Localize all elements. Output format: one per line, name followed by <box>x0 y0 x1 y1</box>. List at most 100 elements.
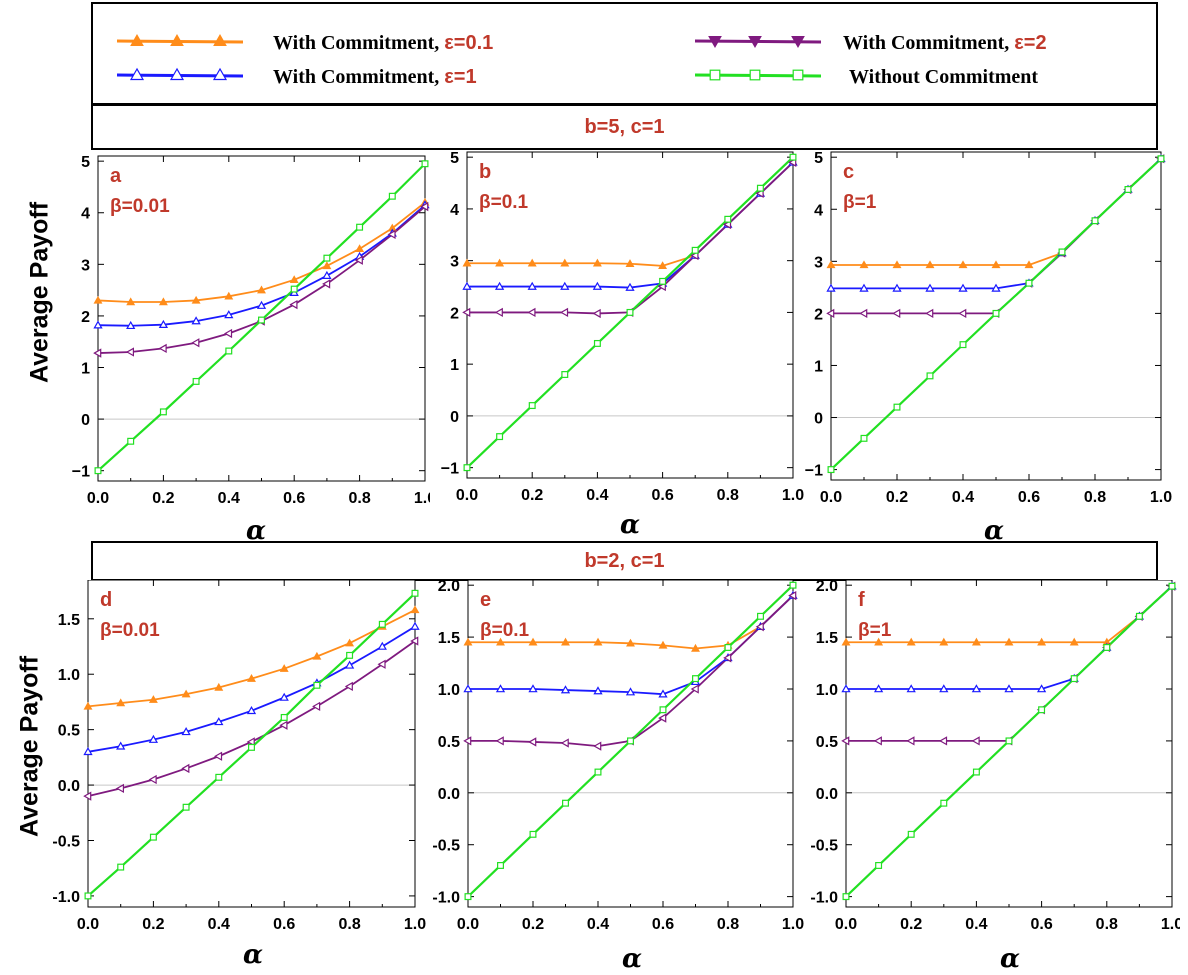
data-point <box>84 892 92 900</box>
data-point <box>192 377 200 385</box>
legend: With Commitment, ε=0.1 With Commitment, … <box>91 2 1158 105</box>
data-point <box>246 705 257 715</box>
data-point <box>280 713 288 721</box>
x-tick-label: 0.2 <box>142 916 164 933</box>
data-point <box>462 281 472 290</box>
legend-label-prefix: Without Commitment <box>849 66 1039 88</box>
y-tick-label: 3 <box>81 257 90 274</box>
data-point <box>388 192 396 200</box>
data-point <box>906 684 916 693</box>
data-point <box>1091 217 1099 225</box>
x-tick-label: 1.0 <box>404 916 426 933</box>
x-tick-label: 0.2 <box>522 916 544 933</box>
data-point <box>496 637 505 646</box>
data-point <box>224 291 234 300</box>
y-tick-label: 2.0 <box>438 580 460 595</box>
legend-swatch-marker <box>212 67 228 81</box>
data-point <box>1024 260 1034 269</box>
legend-label-eps: ε=2 <box>1014 32 1047 54</box>
data-point <box>874 637 884 646</box>
data-point <box>223 328 233 339</box>
legend-label-eps: ε=1 <box>444 66 477 88</box>
data-point <box>1004 684 1014 693</box>
y-tick-label: 1.0 <box>438 682 460 699</box>
legend-swatch-blue <box>116 67 244 81</box>
y-tick-label: 2 <box>814 306 823 323</box>
data-point <box>148 774 157 785</box>
data-point <box>659 706 667 714</box>
data-point <box>907 830 915 838</box>
data-point <box>377 641 387 650</box>
data-point <box>126 297 136 306</box>
y-tick-label: 2 <box>450 305 459 322</box>
data-point <box>148 695 158 703</box>
data-point <box>625 259 635 267</box>
data-point <box>1004 637 1014 646</box>
data-point <box>626 638 635 647</box>
x-axis-label-d: α <box>243 940 264 970</box>
y-tick-label: 0 <box>814 411 823 428</box>
data-point <box>592 308 601 319</box>
y-tick-label: 1.5 <box>58 612 80 629</box>
data-point <box>959 341 967 349</box>
x-tick-label: 0.6 <box>1030 916 1052 933</box>
panel-letter: e <box>480 589 491 611</box>
legend-item-eps-1: With Commitment, ε=1 <box>115 63 575 93</box>
data-point <box>248 743 255 751</box>
data-point <box>213 751 223 761</box>
data-point <box>925 308 934 319</box>
y-tick-label: -1.0 <box>52 889 80 906</box>
data-point <box>971 684 982 693</box>
data-point <box>925 260 935 269</box>
x-tick-label: 0.2 <box>886 489 908 506</box>
data-point <box>323 254 331 262</box>
data-point <box>313 681 321 689</box>
y-tick-label: -0.5 <box>52 833 80 850</box>
data-point <box>1157 155 1165 163</box>
y-tick-label: 4 <box>450 202 459 219</box>
data-point <box>224 310 234 319</box>
y-tick-label: 4 <box>81 206 90 223</box>
data-point <box>939 637 949 646</box>
y-tick-label: 5 <box>814 150 823 167</box>
data-point <box>841 736 850 746</box>
data-point <box>992 309 1000 317</box>
data-point <box>1070 675 1078 683</box>
data-point <box>926 372 934 380</box>
data-point <box>214 717 224 726</box>
x-tick-label: 0.4 <box>952 489 974 506</box>
data-point <box>410 621 420 630</box>
data-point <box>724 643 732 651</box>
data-point <box>906 637 916 646</box>
data-point <box>841 637 851 646</box>
data-point <box>116 698 126 707</box>
data-point <box>126 320 136 330</box>
data-point <box>826 260 836 269</box>
data-point <box>789 153 797 161</box>
x-tick-label: 0.8 <box>1096 916 1118 933</box>
data-point <box>496 433 504 441</box>
data-point <box>859 308 868 319</box>
x-tick-label: 0.4 <box>965 916 987 933</box>
x-tick-label: 1.0 <box>414 490 430 507</box>
data-point <box>94 467 102 475</box>
data-point <box>560 685 571 694</box>
y-tick-label: 1.0 <box>58 667 80 684</box>
data-point <box>344 681 353 692</box>
data-point <box>1037 637 1047 646</box>
chart-panel-f: 0.0 0.2 0.4 0.6 0.8 1.0 -1.0 -0.5 0.0 0.5 1.0 1.5 2.… <box>810 580 1180 933</box>
data-point <box>724 215 732 223</box>
data-point <box>893 403 901 411</box>
data-point <box>127 437 135 445</box>
legend-swatch-orange <box>116 33 244 46</box>
data-point <box>494 281 505 290</box>
data-point <box>462 258 472 267</box>
data-point <box>859 260 869 269</box>
legend-swatch-marker <box>792 69 804 81</box>
data-point <box>528 737 537 747</box>
y-tick-label: 0.0 <box>438 786 460 803</box>
legend-label-prefix: With Commitment, <box>273 66 445 88</box>
data-point <box>93 320 103 329</box>
legend-label-prefix: With Commitment, <box>843 32 1015 54</box>
y-tick-label: 0.5 <box>816 734 838 751</box>
